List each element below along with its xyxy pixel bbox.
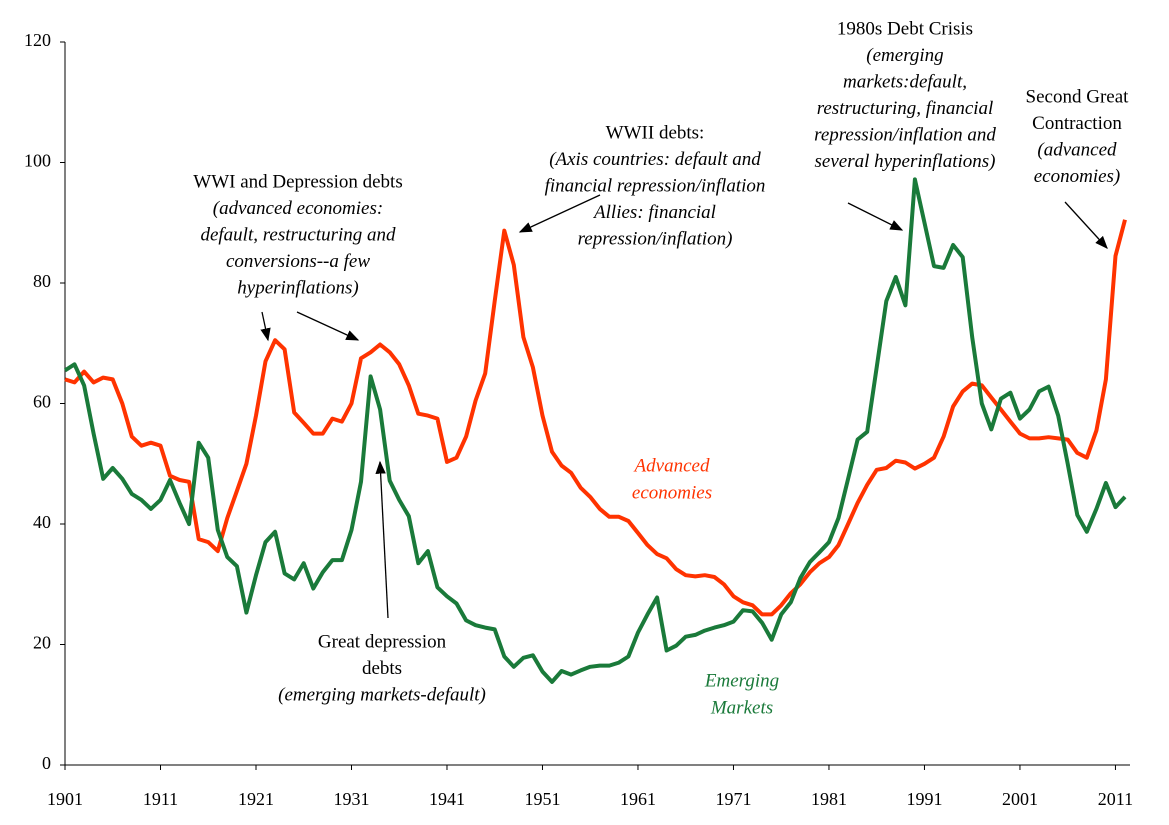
x-tick-label: 1931	[333, 789, 369, 809]
y-tick-label: 0	[42, 753, 51, 773]
annotation-note: repression/inflation and	[814, 124, 996, 145]
annotation-note: (emerging markets-default)	[278, 684, 486, 705]
annotation-note: Allies: financial	[592, 202, 716, 223]
annotation-note: (Axis countries: default and	[549, 149, 761, 170]
x-tick-label: 1981	[811, 789, 847, 809]
annotation-note: (emerging	[866, 45, 943, 66]
y-tick-label: 80	[33, 271, 51, 291]
x-tick-label: 1951	[524, 789, 560, 809]
x-tick-label: 1941	[429, 789, 465, 809]
x-tick-label: 1901	[47, 789, 83, 809]
annotation-title: Second Great	[1026, 86, 1130, 107]
annotation-note: (advanced	[1037, 139, 1117, 160]
annotation-note: financial repression/inflation	[545, 175, 766, 196]
series-label: Emerging	[704, 670, 779, 691]
y-tick-label: 120	[24, 30, 51, 50]
y-tick-label: 20	[33, 633, 51, 653]
annotation-arrow	[1064, 201, 1108, 249]
annotation-title: debts	[362, 658, 402, 679]
x-tick-label: 2001	[1002, 789, 1038, 809]
y-tick-label: 40	[33, 512, 51, 532]
x-tick-label: 1921	[238, 789, 274, 809]
annotation-arrow	[296, 311, 360, 341]
y-tick-label: 100	[24, 151, 51, 171]
y-tick-label: 60	[33, 392, 51, 412]
annotation-note: economies)	[1034, 166, 1121, 187]
x-tick-label: 1991	[906, 789, 942, 809]
annotation-title: Contraction	[1032, 113, 1122, 134]
annotation-note: conversions--a few	[226, 251, 370, 272]
annotation-note: markets:default,	[843, 71, 967, 92]
annotation-arrow	[847, 202, 904, 231]
series-label: economies	[632, 482, 712, 503]
x-tick-label: 1961	[620, 789, 656, 809]
annotation-note: repression/inflation)	[578, 228, 733, 249]
annotation-title: WWI and Depression debts	[193, 171, 402, 192]
annotation-note: several hyperinflations)	[815, 151, 996, 172]
annotation-note: default, restructuring and	[200, 224, 396, 245]
annotation-note: (advanced economies:	[213, 198, 383, 219]
annotation-title: Great depression	[318, 631, 447, 652]
series-line	[64, 219, 1127, 617]
series-label: Markets	[710, 697, 773, 718]
x-tick-label: 2011	[1098, 789, 1133, 809]
annotation-arrow	[260, 311, 271, 342]
x-tick-label: 1971	[715, 789, 751, 809]
annotation-note: restructuring, financial	[817, 98, 994, 119]
annotation-title: 1980s Debt Crisis	[837, 18, 973, 39]
annotation-note: hyperinflations)	[237, 277, 358, 298]
series-line	[63, 177, 1127, 684]
x-tick-label: 1911	[143, 789, 178, 809]
annotation-arrow	[518, 194, 601, 233]
series-label: Advanced	[633, 455, 710, 476]
annotation-title: WWII debts:	[606, 122, 705, 143]
annotation-arrow	[375, 460, 389, 619]
